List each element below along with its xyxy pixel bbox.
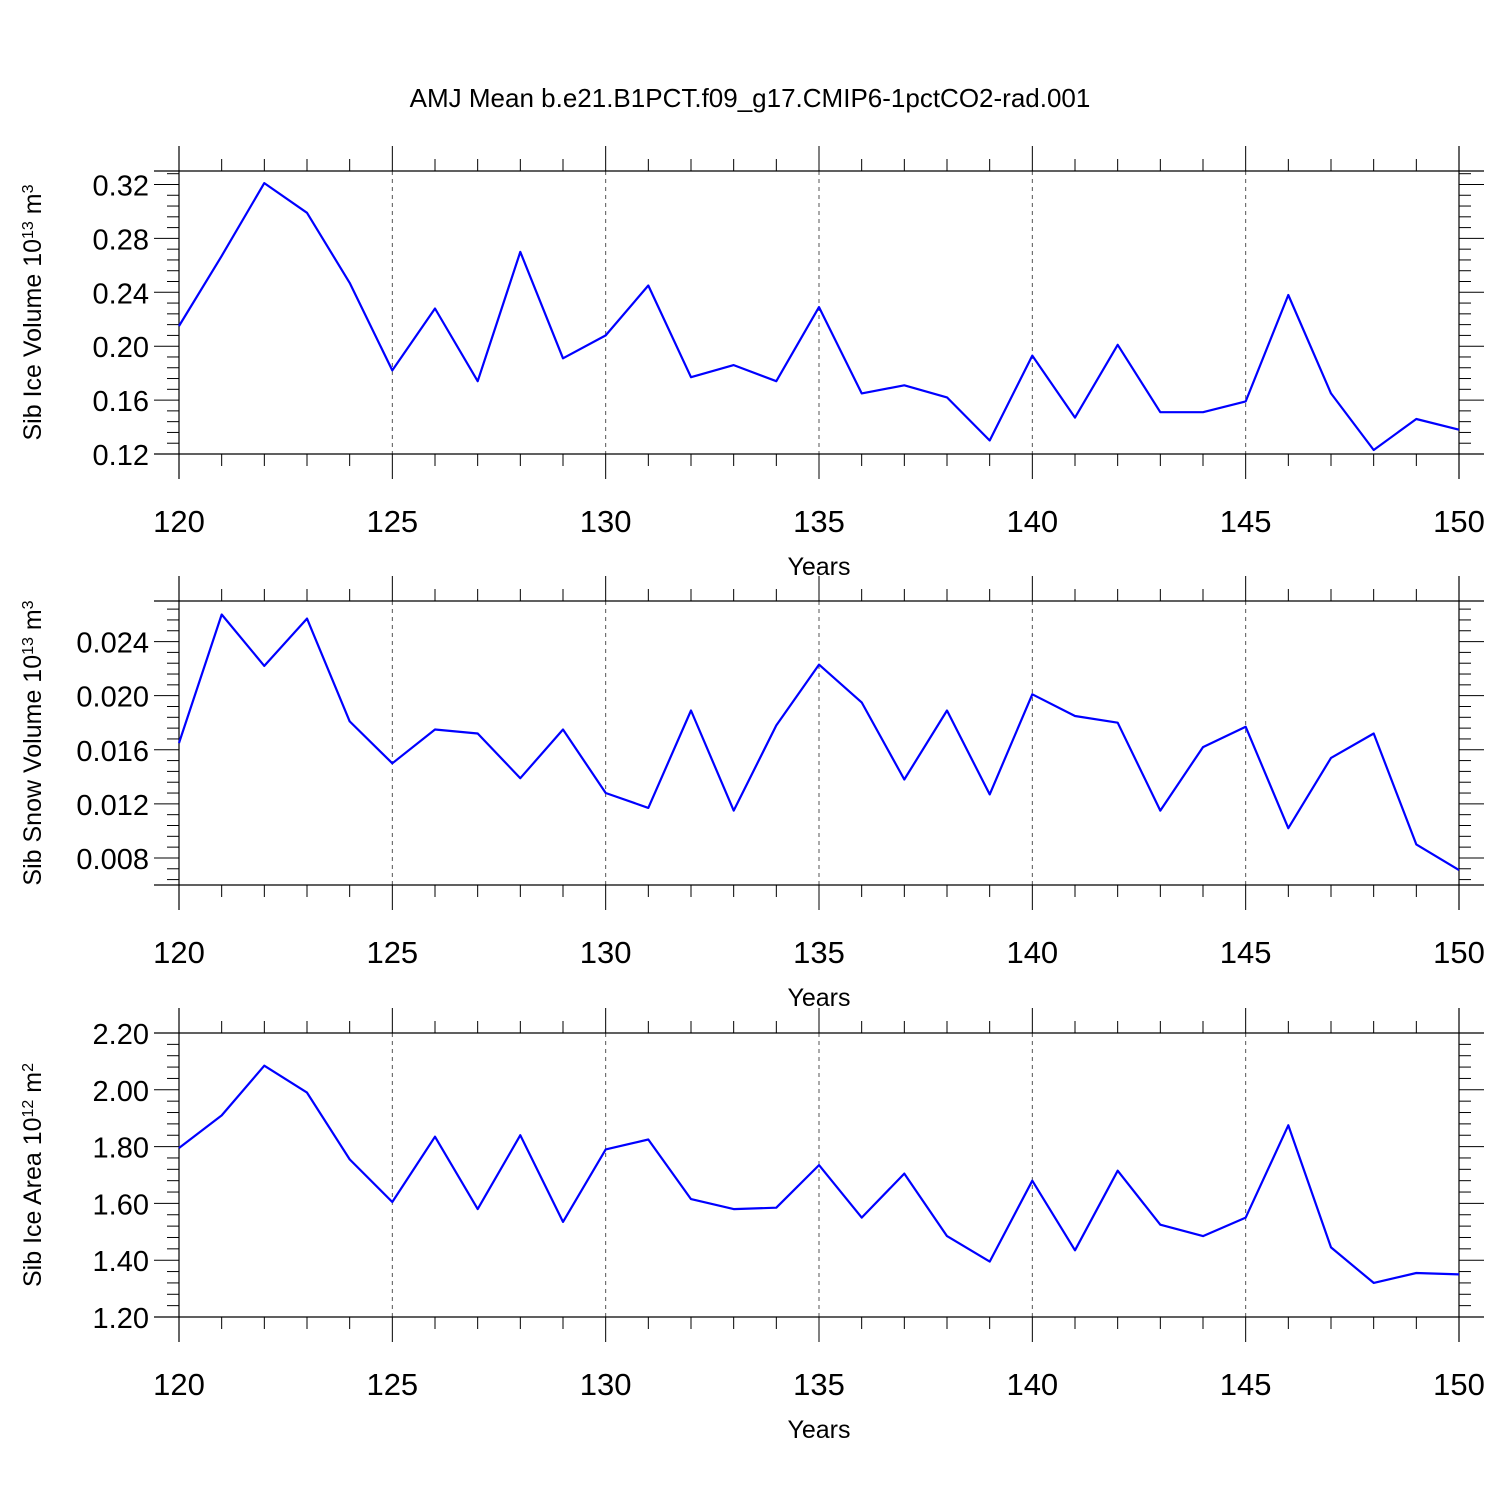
y-tick-label: 0.008 — [76, 844, 149, 876]
y-tick-label: 2.20 — [93, 1019, 149, 1051]
y-tick-label: 0.24 — [93, 278, 149, 310]
chart-title: AMJ Mean b.e21.B1PCT.f09_g17.CMIP6-1pctC… — [410, 83, 1091, 113]
y-axis-title: Sib Ice Volume 1013 m3 — [19, 184, 47, 440]
y-tick-label: 1.80 — [93, 1133, 149, 1165]
x-tick-label: 130 — [580, 504, 632, 539]
x-tick-label: 150 — [1433, 1367, 1485, 1402]
x-tick-label: 140 — [1006, 504, 1058, 539]
series-line — [178, 182, 1460, 452]
y-tick-label: 1.60 — [93, 1189, 149, 1221]
x-tick-label: 120 — [153, 504, 205, 539]
y-tick-label: 0.016 — [76, 736, 149, 768]
y-tick-label: 0.12 — [93, 440, 149, 472]
panels: 120 125 130 135 140 145 150 Years 0.12 0.16 0.20 0.… — [19, 146, 1485, 1444]
panel-2: 120 125 130 135 140 145 150 Years 0.008 0.012 0.01… — [19, 576, 1485, 1012]
x-tick-label: 150 — [1433, 935, 1485, 970]
x-tick-label: 140 — [1006, 935, 1058, 970]
y-axis-title: Sib Ice Area 1012 m2 — [19, 1063, 47, 1287]
series-line — [178, 1064, 1460, 1285]
x-tick-label: 135 — [793, 935, 845, 970]
y-tick-label: 1.20 — [93, 1303, 149, 1335]
series-line — [177, 613, 1460, 872]
y-tick-label: 0.28 — [93, 224, 149, 256]
x-tick-label: 135 — [793, 1367, 845, 1402]
x-tick-label: 125 — [366, 1367, 418, 1402]
y-tick-label: 1.40 — [93, 1246, 149, 1278]
x-tick-label: 150 — [1433, 504, 1485, 539]
x-axis-title: Years — [787, 1416, 850, 1444]
x-tick-label: 145 — [1220, 1367, 1272, 1402]
x-tick-label: 135 — [793, 504, 845, 539]
y-tick-label: 0.020 — [76, 682, 149, 714]
x-tick-label: 140 — [1006, 1367, 1058, 1402]
y-tick-label: 0.024 — [76, 628, 149, 660]
y-tick-label: 0.16 — [93, 386, 149, 418]
y-tick-label: 0.20 — [93, 332, 149, 364]
x-tick-label: 145 — [1220, 504, 1272, 539]
x-tick-label: 125 — [366, 504, 418, 539]
panel-3: 120 125 130 135 140 145 150 Years 1.20 1.40 1.60 1.… — [19, 1008, 1485, 1444]
x-tick-label: 130 — [580, 935, 632, 970]
x-tick-label: 120 — [153, 1367, 205, 1402]
y-tick-label: 2.00 — [93, 1076, 149, 1108]
x-tick-label: 130 — [580, 1367, 632, 1402]
x-tick-label: 145 — [1220, 935, 1272, 970]
panel-1: 120 125 130 135 140 145 150Years0.120.160.200.… — [19, 146, 1485, 581]
y-axis-title: Sib Snow Volume 1013 m3 — [19, 600, 47, 885]
x-axis-title: Years — [787, 984, 850, 1012]
x-tick-label: 125 — [366, 935, 418, 970]
y-tick-label: 0.012 — [76, 790, 149, 822]
x-tick-label: 120 — [153, 935, 205, 970]
y-tick-label: 0.32 — [93, 170, 149, 202]
